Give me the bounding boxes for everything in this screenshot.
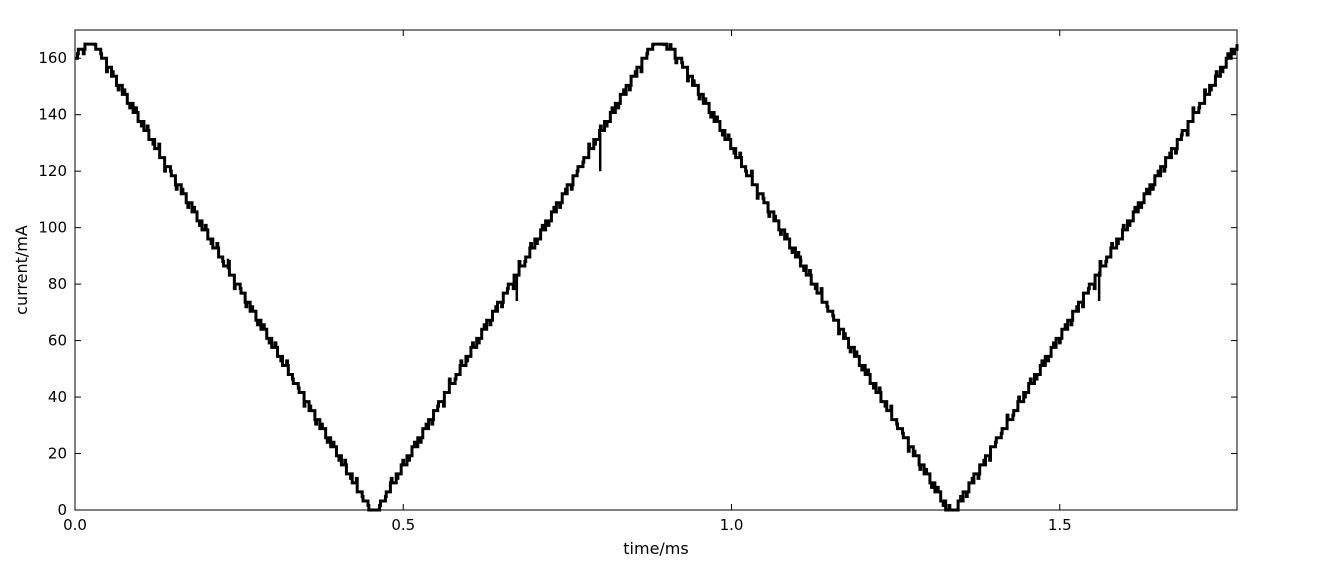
y-tick-label: 140 (38, 106, 67, 124)
y-tick-label: 20 (48, 445, 67, 463)
y-tick-label: 100 (38, 219, 67, 237)
plot-layer (75, 42, 1239, 512)
y-tick-label: 0 (57, 501, 67, 519)
series-line (75, 42, 1239, 512)
x-tick-label: 0.0 (63, 516, 87, 534)
y-tick-label: 120 (38, 162, 67, 180)
ticks-layer: 0 20 40 60 80 100 120 140 160 0.0 0.5 1.0 1.5 (38, 30, 1237, 534)
y-tick-label: 80 (48, 275, 67, 293)
x-axis-label: time/ms (623, 539, 688, 558)
y-tick-label: 160 (38, 49, 67, 67)
plot-frame (74, 29, 1238, 511)
y-tick-label: 40 (48, 388, 67, 406)
y-tick-label: 60 (48, 332, 67, 350)
x-tick-label: 1.0 (720, 516, 744, 534)
x-tick-label: 0.5 (391, 516, 415, 534)
x-tick-label: 1.5 (1048, 516, 1072, 534)
y-axis-label: current/mA (12, 225, 31, 315)
